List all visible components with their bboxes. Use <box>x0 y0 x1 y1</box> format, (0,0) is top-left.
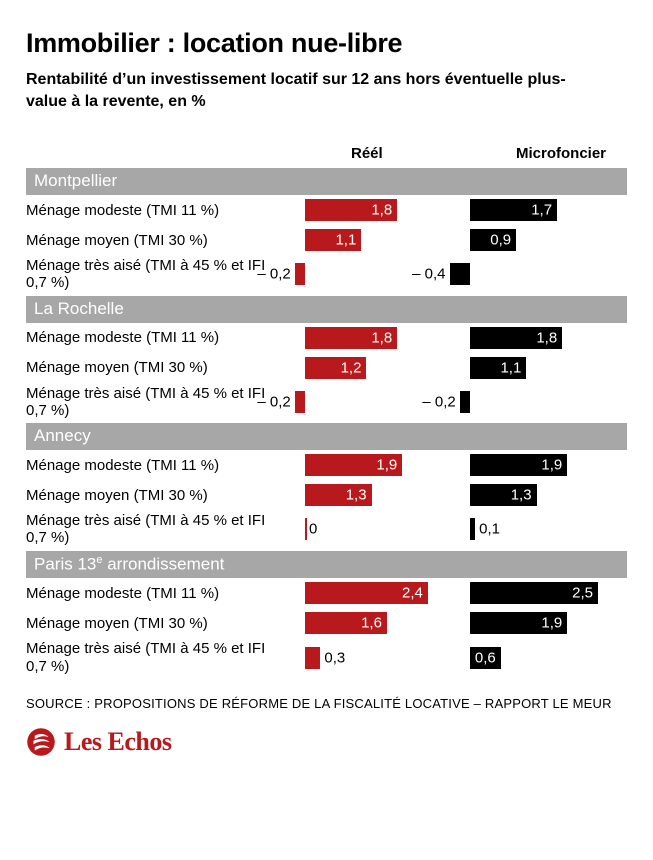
bar-value-micro: 1,9 <box>541 457 562 474</box>
bar-reel <box>295 391 305 413</box>
row-label: Ménage très aisé (TMI à 45 % et IFI 0,7 … <box>26 512 278 547</box>
chart-subtitle: Rentabilité d’un investissement locatif … <box>26 69 586 112</box>
bar-cell-micro: – 0,2 <box>443 389 608 415</box>
section-header: Annecy <box>26 423 627 450</box>
bar-cell-reel: 0,3 <box>278 645 443 671</box>
bar-cell-reel: 1,1 <box>278 227 443 253</box>
row-label: Ménage moyen (TMI 30 %) <box>26 487 278 504</box>
bar-cell-micro: 1,3 <box>443 482 608 508</box>
bar-value-reel: 1,8 <box>371 202 392 219</box>
bar-cell-micro: 0,6 <box>443 645 608 671</box>
chart-container: Réél Microfoncier MontpellierMénage mode… <box>26 140 627 677</box>
bar-value-micro: 0,6 <box>475 649 496 666</box>
bar-cell-micro: 1,9 <box>443 610 608 636</box>
data-row: Ménage très aisé (TMI à 45 % et IFI 0,7 … <box>26 383 627 422</box>
bar-value-micro: 0,9 <box>490 232 511 249</box>
column-header-reel: Réél <box>296 145 461 162</box>
bar-cell-reel: 0 <box>278 516 443 542</box>
bar-value-micro: 2,5 <box>572 585 593 602</box>
bar-value-micro: 1,9 <box>541 615 562 632</box>
bar-value-micro: 1,3 <box>511 487 532 504</box>
bar-value-micro: 1,8 <box>536 329 557 346</box>
row-label: Ménage modeste (TMI 11 %) <box>26 202 278 219</box>
row-label: Ménage modeste (TMI 11 %) <box>26 585 278 602</box>
row-label: Ménage très aisé (TMI à 45 % et IFI 0,7 … <box>26 640 278 675</box>
data-row: Ménage moyen (TMI 30 %) 1,6 1,9 <box>26 608 627 638</box>
data-row: Ménage moyen (TMI 30 %) 1,1 0,9 <box>26 225 627 255</box>
data-row: Ménage très aisé (TMI à 45 % et IFI 0,7 … <box>26 510 627 549</box>
column-headers: Réél Microfoncier <box>26 140 627 162</box>
row-label: Ménage moyen (TMI 30 %) <box>26 615 278 632</box>
bar-reel <box>295 263 305 285</box>
bar-cell-reel: 1,2 <box>278 355 443 381</box>
data-row: Ménage modeste (TMI 11 %) 2,4 2,5 <box>26 578 627 608</box>
bar-value-reel: 0,3 <box>324 649 345 666</box>
bar-value-reel: 1,2 <box>341 359 362 376</box>
section-header: Paris 13e arrondissement <box>26 551 627 579</box>
section-header: Montpellier <box>26 168 627 195</box>
row-label: Ménage modeste (TMI 11 %) <box>26 329 278 346</box>
bar-cell-micro: 0,1 <box>443 516 608 542</box>
bar-cell-reel: 1,9 <box>278 452 443 478</box>
bar-cell-reel: – 0,2 <box>278 389 443 415</box>
bar-cell-micro: – 0,4 <box>443 261 608 287</box>
bar-value-micro: 1,7 <box>531 202 552 219</box>
les-echos-icon <box>26 727 56 757</box>
bar-micro <box>470 518 475 540</box>
bar-value-reel: – 0,2 <box>257 266 290 283</box>
bar-cell-micro: 1,1 <box>443 355 608 381</box>
bar-value-micro: – 0,2 <box>422 393 455 410</box>
bar-cell-micro: 0,9 <box>443 227 608 253</box>
bar-cell-micro: 1,9 <box>443 452 608 478</box>
bar-cell-reel: 1,6 <box>278 610 443 636</box>
bar-value-reel: 2,4 <box>402 585 423 602</box>
source-text: SOURCE : PROPOSITIONS DE RÉFORME DE LA F… <box>26 695 627 713</box>
bar-cell-reel: 1,8 <box>278 197 443 223</box>
bar-cell-reel: 2,4 <box>278 580 443 606</box>
bar-value-micro: – 0,4 <box>412 266 445 283</box>
bar-value-reel: 1,9 <box>376 457 397 474</box>
chart-title: Immobilier : location nue-libre <box>26 28 627 59</box>
bar-cell-micro: 2,5 <box>443 580 608 606</box>
section-header: La Rochelle <box>26 296 627 323</box>
bar-value-reel: – 0,2 <box>257 393 290 410</box>
data-row: Ménage moyen (TMI 30 %) 1,2 1,1 <box>26 353 627 383</box>
data-row: Ménage modeste (TMI 11 %) 1,8 1,7 <box>26 195 627 225</box>
data-row: Ménage modeste (TMI 11 %) 1,8 1,8 <box>26 323 627 353</box>
row-label: Ménage très aisé (TMI à 45 % et IFI 0,7 … <box>26 385 278 420</box>
bar-value-reel: 0 <box>309 521 317 538</box>
bar-value-reel: 1,1 <box>335 232 356 249</box>
data-row: Ménage très aisé (TMI à 45 % et IFI 0,7 … <box>26 255 627 294</box>
row-label: Ménage moyen (TMI 30 %) <box>26 232 278 249</box>
bar-value-reel: 1,3 <box>346 487 367 504</box>
bar-cell-micro: 1,8 <box>443 325 608 351</box>
data-row: Ménage moyen (TMI 30 %) 1,3 1,3 <box>26 480 627 510</box>
brand-name: Les Echos <box>64 727 171 757</box>
bar-reel <box>305 518 307 540</box>
column-header-micro: Microfoncier <box>461 145 626 162</box>
data-row: Ménage modeste (TMI 11 %) 1,9 1,9 <box>26 450 627 480</box>
bar-cell-reel: 1,8 <box>278 325 443 351</box>
brand: Les Echos <box>26 727 627 757</box>
bar-micro <box>460 391 470 413</box>
row-label: Ménage très aisé (TMI à 45 % et IFI 0,7 … <box>26 257 278 292</box>
bar-value-reel: 1,8 <box>371 329 392 346</box>
data-row: Ménage très aisé (TMI à 45 % et IFI 0,7 … <box>26 638 627 677</box>
bar-micro <box>450 263 470 285</box>
bar-value-reel: 1,6 <box>361 615 382 632</box>
bar-value-micro: 0,1 <box>479 521 500 538</box>
bar-cell-micro: 1,7 <box>443 197 608 223</box>
bar-reel <box>305 647 320 669</box>
bar-cell-reel: 1,3 <box>278 482 443 508</box>
bar-value-micro: 1,1 <box>500 359 521 376</box>
row-label: Ménage moyen (TMI 30 %) <box>26 359 278 376</box>
row-label: Ménage modeste (TMI 11 %) <box>26 457 278 474</box>
